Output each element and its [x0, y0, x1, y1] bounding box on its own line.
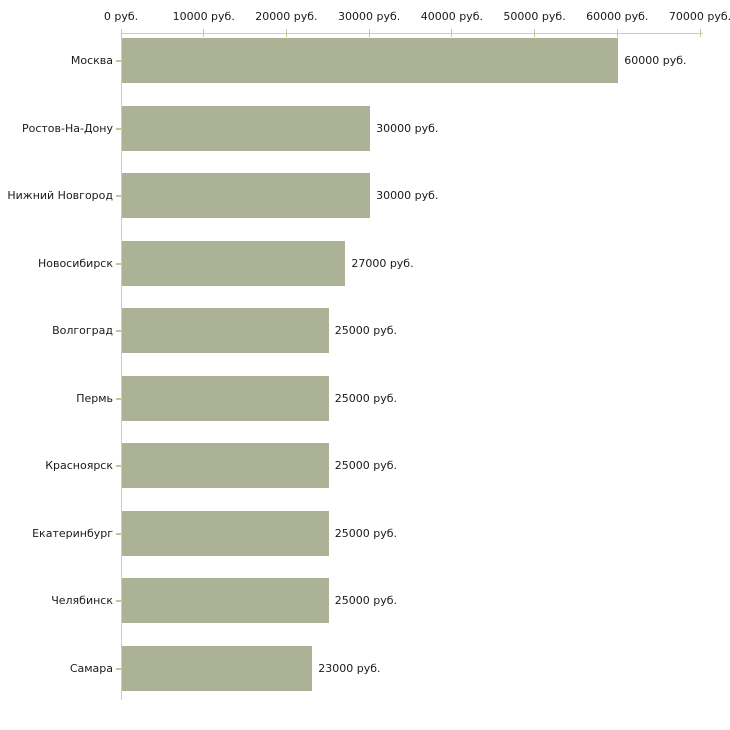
chart-row: Новосибирск 27000 руб. [38, 236, 700, 304]
x-tick-label: 70000 руб. [668, 10, 730, 23]
x-axis-line [121, 33, 703, 34]
chart-row: Ростов-На-Дону 30000 руб. [22, 101, 700, 169]
category-label: Красноярск [45, 459, 113, 472]
category-tick-mark [116, 262, 121, 265]
x-tick-label: 10000 руб. [172, 10, 235, 23]
category-label: Челябинск [51, 594, 113, 607]
value-label: 27000 руб. [351, 256, 414, 270]
chart-row: Самара 23000 руб. [70, 641, 700, 709]
x-tick-mark [451, 29, 453, 37]
chart-row: Челябинск 25000 руб. [51, 573, 700, 641]
bar [122, 578, 329, 623]
category-label: Новосибирск [37, 256, 113, 270]
category-tick-mark [116, 127, 121, 130]
value-label: 23000 руб. [318, 661, 381, 675]
plot-area: Москва 60000 руб. Ростов-На-Дону 30000 руб.… [7, 29, 703, 700]
x-tick-label: 0 руб. [103, 10, 139, 23]
bar [122, 105, 371, 151]
x-tick-mark [699, 29, 701, 37]
category-tick-mark [116, 397, 121, 400]
bar-rows: Москва 60000 руб. Ростов-На-Дону 30000 руб.… [7, 33, 700, 709]
category-label: Ростов-На-Дону [21, 121, 113, 135]
bar [122, 240, 346, 286]
category-tick-mark [116, 195, 121, 197]
x-tick-label: 60000 руб. [586, 10, 649, 23]
category-tick-mark [116, 465, 121, 467]
category-tick-mark [116, 60, 121, 62]
category-tick-mark [116, 330, 121, 332]
category-tick-mark [116, 667, 121, 670]
x-tick-mark [203, 29, 205, 37]
chart-row: Москва 60000 руб. [71, 33, 700, 101]
chart-row: Нижний Новгород 30000 руб. [7, 168, 700, 236]
x-tick-label: 40000 руб. [420, 10, 483, 23]
bar [122, 645, 313, 691]
x-tick-mark [285, 29, 287, 37]
x-tick-label: 30000 руб. [338, 10, 401, 23]
x-tick-label: 50000 руб. [503, 10, 566, 23]
category-label: Нижний Новгород [7, 189, 113, 202]
bar [122, 443, 329, 488]
value-label: 25000 руб. [334, 526, 398, 540]
x-tick-mark [534, 29, 536, 37]
category-label: Пермь [76, 391, 113, 405]
x-tick-mark [368, 29, 370, 37]
category-label: Волгоград [52, 324, 113, 337]
category-label: Москва [70, 54, 113, 67]
bar [122, 510, 329, 556]
bar [122, 308, 329, 353]
category-tick-mark [116, 600, 121, 602]
chart-row: Волгоград 25000 руб. [52, 303, 700, 371]
value-label: 60000 руб. [624, 54, 687, 67]
value-label: 25000 руб. [334, 324, 398, 337]
x-tick-label: 20000 руб. [255, 10, 318, 23]
bar [122, 375, 329, 421]
chart-row: Пермь 25000 руб. [76, 371, 700, 439]
chart-row: Красноярск 25000 руб. [45, 438, 700, 506]
x-tick-mark [616, 29, 618, 37]
bar [122, 173, 371, 218]
y-axis-line [121, 33, 122, 700]
value-label: 25000 руб. [334, 594, 398, 607]
x-axis-labels: 0 руб. 10000 руб. 20000 руб. 30000 руб. 4000… [104, 10, 730, 25]
value-label: 30000 руб. [376, 121, 439, 135]
bar [122, 38, 619, 83]
category-label: Екатеринбург [32, 526, 113, 540]
x-tick-mark [120, 29, 122, 37]
value-label: 25000 руб. [334, 459, 398, 472]
value-label: 30000 руб. [376, 189, 439, 202]
value-label: 25000 руб. [334, 391, 398, 405]
category-tick-mark [116, 532, 121, 535]
category-label: Самара [69, 661, 113, 675]
chart-row: Екатеринбург 25000 руб. [32, 506, 700, 574]
